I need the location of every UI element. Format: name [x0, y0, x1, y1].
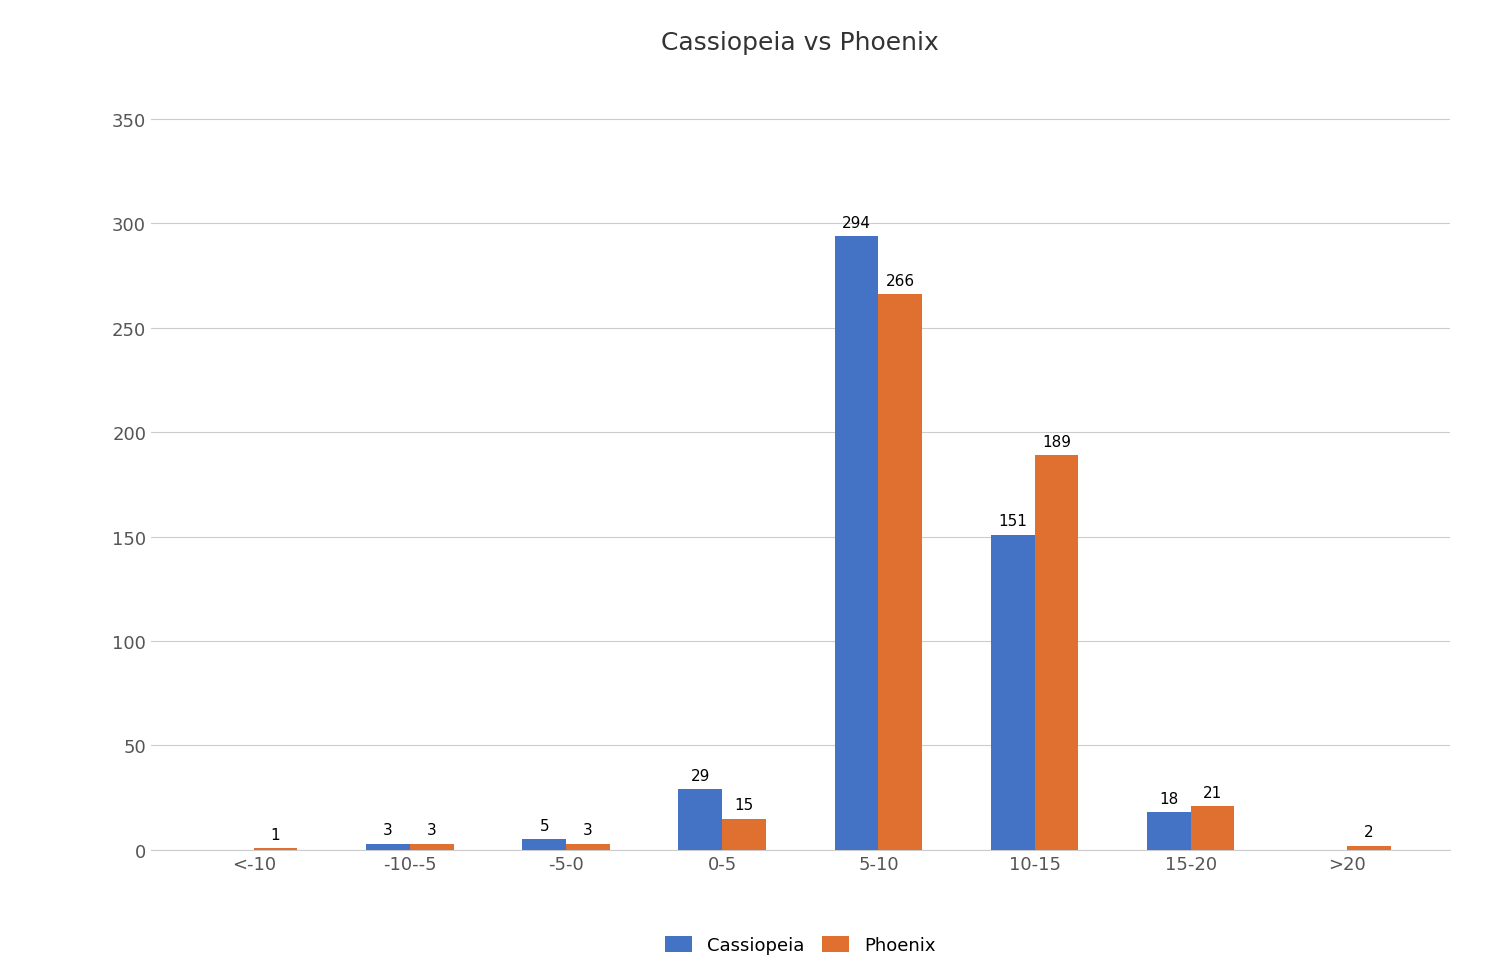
Text: 189: 189 — [1042, 435, 1071, 449]
Text: 3: 3 — [427, 823, 436, 837]
Text: 3: 3 — [583, 823, 593, 837]
Bar — [1191, 806, 1234, 850]
Title: Cassiopeia vs Phoenix: Cassiopeia vs Phoenix — [661, 31, 939, 56]
Bar — [1034, 455, 1078, 850]
Text: 2: 2 — [1364, 825, 1374, 839]
Text: 3: 3 — [384, 823, 393, 837]
Text: 151: 151 — [998, 514, 1027, 529]
Text: 15: 15 — [734, 797, 753, 813]
Bar — [566, 844, 610, 850]
Bar — [1148, 813, 1191, 850]
Bar — [1347, 846, 1391, 850]
Bar — [409, 844, 453, 850]
Bar — [722, 819, 766, 850]
Text: 18: 18 — [1160, 791, 1178, 806]
Text: 5: 5 — [539, 819, 550, 833]
Text: 1: 1 — [270, 827, 281, 841]
Bar — [522, 839, 566, 850]
Bar — [879, 295, 923, 850]
Bar — [835, 236, 879, 850]
Text: 294: 294 — [843, 216, 871, 231]
Bar — [254, 848, 297, 850]
Text: 266: 266 — [886, 274, 915, 289]
Bar — [367, 844, 409, 850]
Text: 21: 21 — [1203, 785, 1222, 800]
Bar — [678, 789, 722, 850]
Text: 29: 29 — [690, 768, 710, 784]
Bar — [991, 535, 1034, 850]
Legend: Cassiopeia, Phoenix: Cassiopeia, Phoenix — [658, 928, 942, 961]
